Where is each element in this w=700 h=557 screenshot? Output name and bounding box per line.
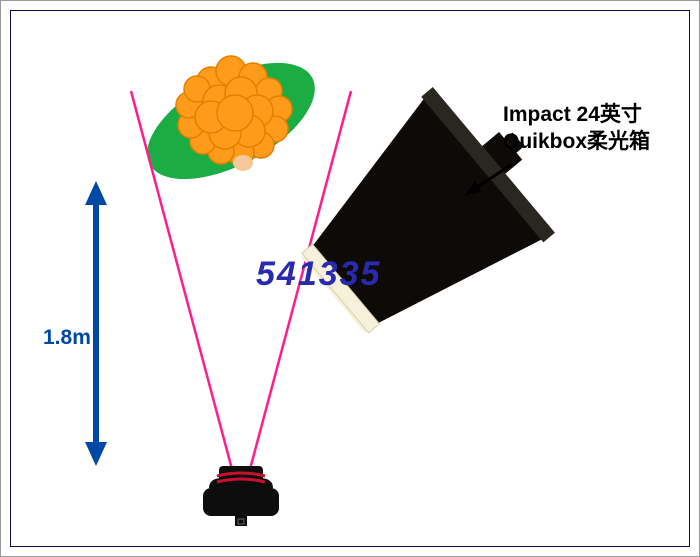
subject [129,39,333,203]
height-arrow [85,181,107,466]
camera [203,466,279,526]
height-label: 1.8m [43,326,91,350]
diagram-frame: 1.8m Impact 24英寸Quikbox柔光箱 541335 [10,10,690,547]
subject-face [233,155,253,171]
watermark-text: 541335 [256,255,381,294]
outer-border: 1.8m Impact 24英寸Quikbox柔光箱 541335 [0,0,700,557]
softbox-label: Impact 24英寸Quikbox柔光箱 [503,101,689,156]
